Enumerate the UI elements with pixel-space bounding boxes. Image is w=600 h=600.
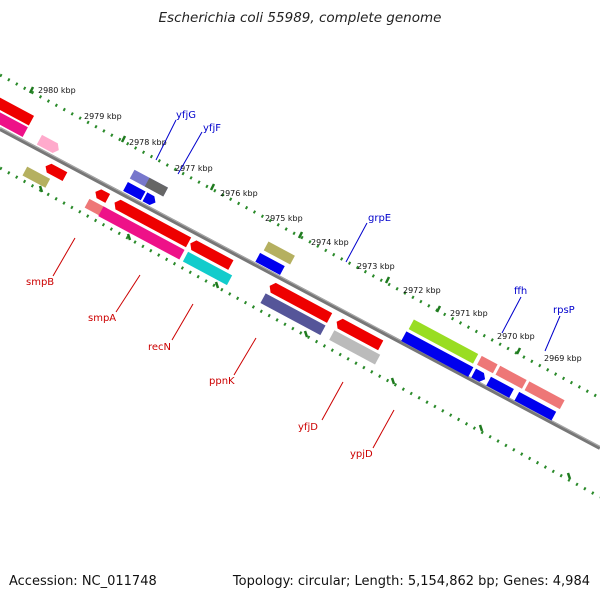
gene-label-reverse[interactable]: recN bbox=[148, 342, 171, 353]
accession-text: Accession: NC_011748 bbox=[9, 574, 157, 589]
gene-label-reverse[interactable]: smpB bbox=[26, 277, 54, 288]
gene-feature[interactable] bbox=[123, 182, 146, 201]
gene-feature[interactable] bbox=[188, 238, 234, 270]
gene-label-reverse[interactable]: ppnK bbox=[209, 376, 235, 387]
gene-label-forward[interactable]: yfjG bbox=[176, 110, 196, 121]
gene-label-forward[interactable]: ffh bbox=[514, 286, 527, 297]
kbp-label: 2980 kbp bbox=[38, 86, 76, 95]
kbp-label: 2972 kbp bbox=[403, 286, 441, 295]
kbp-label: 2974 kbp bbox=[311, 238, 349, 247]
gene-label-forward[interactable]: yfjF bbox=[203, 123, 221, 134]
gene-feature[interactable] bbox=[112, 198, 192, 248]
gene-feature[interactable] bbox=[524, 381, 565, 410]
outer-tick-track bbox=[0, 73, 600, 400]
kbp-label: 2970 kbp bbox=[497, 332, 535, 341]
genome-backbone bbox=[0, 127, 600, 450]
forward-strand bbox=[0, 87, 565, 421]
gene-features bbox=[0, 87, 565, 421]
kbp-label: 2977 kbp bbox=[175, 164, 213, 173]
gene-label-reverse[interactable]: smpA bbox=[88, 313, 116, 324]
kbp-label: 2976 kbp bbox=[220, 189, 258, 198]
genome-summary-text: Topology: circular; Length: 5,154,862 bp… bbox=[232, 574, 590, 589]
kbp-label: 2979 kbp bbox=[84, 112, 122, 121]
gene-feature[interactable] bbox=[255, 252, 285, 275]
gene-feature[interactable] bbox=[495, 365, 527, 389]
reverse-strand bbox=[22, 162, 384, 365]
gene-feature[interactable] bbox=[22, 166, 51, 188]
gene-feature[interactable] bbox=[0, 101, 28, 137]
map-title: Escherichia coli 55989, complete genome bbox=[158, 10, 442, 26]
gene-feature[interactable] bbox=[401, 331, 474, 377]
kbp-label: 2969 kbp bbox=[544, 354, 582, 363]
gene-feature[interactable] bbox=[0, 87, 35, 126]
gene-feature[interactable] bbox=[263, 241, 295, 265]
gene-feature[interactable] bbox=[408, 319, 479, 364]
gene-feature[interactable] bbox=[36, 134, 62, 155]
gene-feature[interactable] bbox=[334, 317, 384, 351]
gene-label-forward[interactable]: grpE bbox=[368, 213, 391, 224]
gene-feature[interactable] bbox=[267, 281, 333, 323]
kbp-label: 2971 kbp bbox=[450, 309, 488, 318]
gene-feature[interactable] bbox=[329, 330, 381, 365]
gene-feature[interactable] bbox=[182, 251, 233, 286]
gene-feature[interactable] bbox=[514, 391, 557, 421]
gene-feature[interactable] bbox=[260, 293, 326, 336]
gene-feature[interactable] bbox=[144, 177, 168, 197]
gene-label-reverse[interactable]: ypjD bbox=[350, 449, 373, 460]
gene-feature[interactable] bbox=[93, 187, 111, 203]
gene-feature[interactable] bbox=[471, 368, 487, 384]
gene-label-forward[interactable]: rpsP bbox=[553, 305, 575, 316]
kbp-label: 2975 kbp bbox=[265, 214, 303, 223]
kbp-label: 2973 kbp bbox=[357, 262, 395, 271]
inner-tick-track bbox=[0, 166, 600, 499]
genome-backbone-highlight bbox=[0, 127, 600, 447]
gene-label-reverse[interactable]: yfjD bbox=[298, 422, 318, 433]
gene-feature[interactable] bbox=[98, 206, 185, 260]
gene-feature[interactable] bbox=[142, 192, 158, 206]
gene-feature[interactable] bbox=[486, 376, 514, 398]
kbp-label: 2978 kbp bbox=[129, 138, 167, 147]
gene-feature[interactable] bbox=[43, 162, 68, 182]
gene-feature[interactable] bbox=[477, 355, 498, 374]
